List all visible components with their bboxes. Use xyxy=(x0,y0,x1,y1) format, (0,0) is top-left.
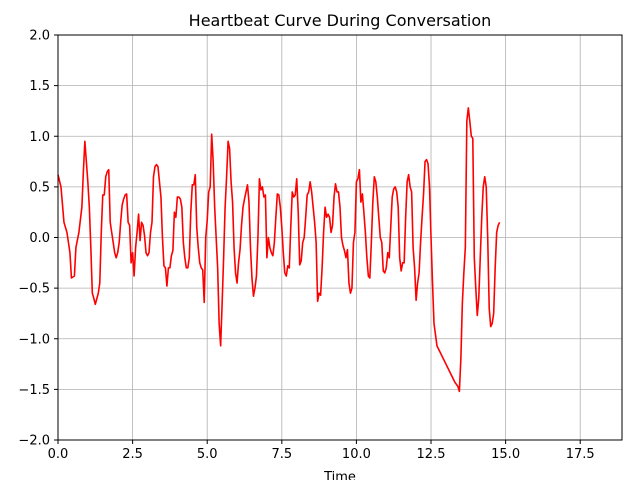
y-tick-label: 2.0 xyxy=(29,29,50,44)
axis-ticks: 0.0 2.5 5.0 7.5 10.0 12.5 15.0 17.5 −2.0 −1.5 −1.0… xyxy=(18,29,594,463)
series-layer xyxy=(57,107,501,393)
y-tick-label: 0.0 xyxy=(29,231,50,246)
y-tick-label: 1.0 xyxy=(29,130,50,145)
y-tick-label: 1.5 xyxy=(29,79,50,94)
x-tick-label: 10.0 xyxy=(342,447,371,462)
x-tick-label: 15.0 xyxy=(491,447,520,462)
y-tick-label: 0.5 xyxy=(29,180,50,195)
y-tick-label: −1.0 xyxy=(18,332,50,347)
y-tick-label: −2.0 xyxy=(18,434,50,449)
y-tick-label: −0.5 xyxy=(18,282,50,297)
x-axis-label: Time xyxy=(323,470,356,480)
series-line xyxy=(57,107,501,393)
y-tick-label: −1.5 xyxy=(18,383,50,398)
chart-title: Heartbeat Curve During Conversation xyxy=(189,11,492,30)
x-tick-label: 12.5 xyxy=(417,447,446,462)
x-tick-label: 17.5 xyxy=(566,447,595,462)
x-tick-label: 5.0 xyxy=(197,447,218,462)
x-tick-label: 2.5 xyxy=(122,447,143,462)
x-tick-label: 7.5 xyxy=(271,447,292,462)
x-tick-label: 0.0 xyxy=(48,447,69,462)
